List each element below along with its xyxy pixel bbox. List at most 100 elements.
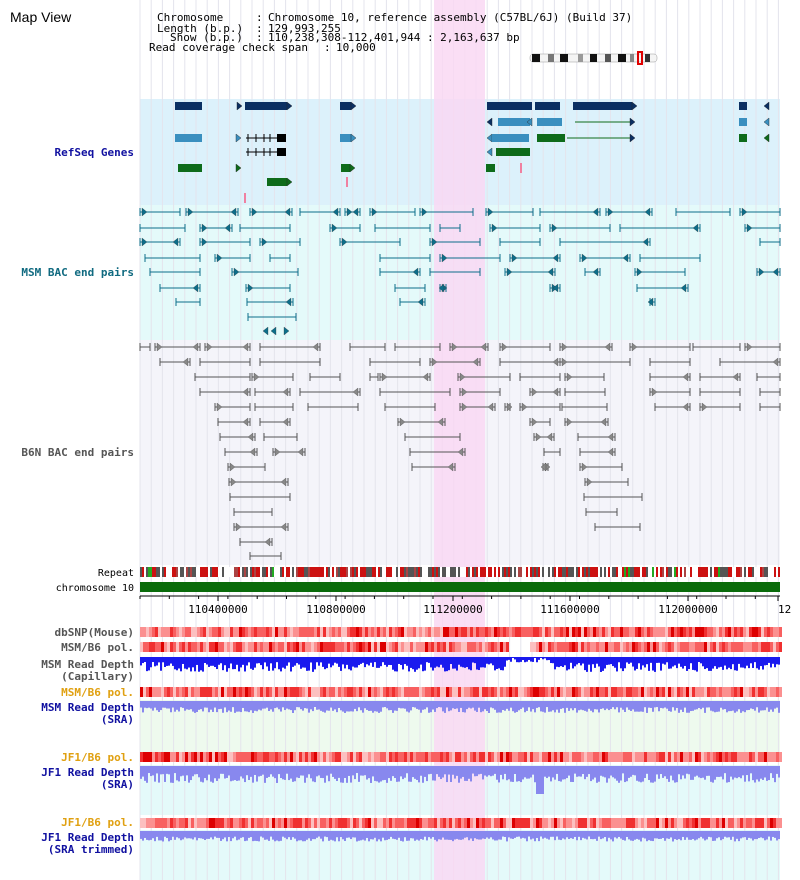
pair-arrow[interactable] — [417, 297, 424, 307]
pair-arrow[interactable] — [141, 207, 148, 217]
pair-arrow[interactable] — [547, 267, 554, 277]
pair-arrow[interactable] — [487, 402, 494, 412]
pair-arrow[interactable] — [206, 342, 213, 352]
gene-exon[interactable] — [739, 118, 747, 126]
pair-arrow[interactable] — [346, 207, 353, 217]
pair-arrow[interactable] — [341, 237, 348, 247]
gene-exon[interactable] — [277, 148, 286, 156]
pair-arrow[interactable] — [561, 357, 568, 367]
pair-arrow[interactable] — [457, 447, 464, 457]
pair-arrow[interactable] — [224, 223, 231, 233]
pair-arrow[interactable] — [352, 387, 359, 397]
pair-arrow[interactable] — [201, 237, 208, 247]
pair-arrow[interactable] — [692, 223, 699, 233]
pair-arrow[interactable] — [746, 342, 753, 352]
gene-arrow[interactable] — [631, 101, 638, 111]
pair-arrow[interactable] — [644, 207, 651, 217]
pair-arrow[interactable] — [192, 283, 199, 293]
pair-arrow[interactable] — [566, 372, 573, 382]
pair-arrow[interactable] — [399, 417, 406, 427]
pair-arrow[interactable] — [262, 326, 269, 336]
pair-arrow[interactable] — [592, 207, 599, 217]
gene-arrow[interactable] — [349, 163, 356, 173]
pair-arrow[interactable] — [487, 207, 494, 217]
gene-arrow[interactable] — [235, 163, 242, 173]
pair-arrow[interactable] — [451, 342, 458, 352]
pair-arrow[interactable] — [247, 283, 254, 293]
gene-exon[interactable] — [537, 118, 562, 126]
pair-arrow[interactable] — [607, 432, 614, 442]
pair-arrow[interactable] — [201, 223, 208, 233]
pair-arrow[interactable] — [282, 387, 289, 397]
gene-exon[interactable] — [178, 164, 202, 172]
pair-arrow[interactable] — [647, 297, 654, 307]
pair-arrow[interactable] — [280, 522, 287, 532]
pair-arrow[interactable] — [233, 267, 240, 277]
gene-arrow[interactable] — [629, 133, 636, 143]
chromosome-ideogram[interactable] — [529, 51, 658, 65]
pair-arrow[interactable] — [607, 207, 614, 217]
pair-arrow[interactable] — [437, 417, 444, 427]
pair-arrow[interactable] — [441, 253, 448, 263]
gene-exon[interactable] — [487, 102, 532, 110]
pair-arrow[interactable] — [636, 267, 643, 277]
pair-arrow[interactable] — [431, 357, 438, 367]
pair-arrow[interactable] — [235, 522, 242, 532]
pair-arrow[interactable] — [371, 207, 378, 217]
b6n-bac-track[interactable] — [139, 342, 781, 560]
pair-arrow[interactable] — [242, 417, 249, 427]
gene-exon[interactable] — [267, 178, 287, 186]
pair-arrow[interactable] — [506, 267, 513, 277]
pair-arrow[interactable] — [604, 342, 611, 352]
pair-arrow[interactable] — [274, 447, 281, 457]
pair-arrow[interactable] — [187, 207, 194, 217]
gene-exon[interactable] — [496, 148, 530, 156]
pair-arrow[interactable] — [552, 387, 559, 397]
pair-arrow[interactable] — [141, 237, 148, 247]
gene-marker[interactable] — [520, 163, 522, 173]
pair-arrow[interactable] — [229, 462, 236, 472]
pair-arrow[interactable] — [332, 207, 339, 217]
gene-arrow[interactable] — [350, 101, 357, 111]
pair-arrow[interactable] — [192, 342, 199, 352]
pair-arrow[interactable] — [284, 207, 291, 217]
pair-arrow[interactable] — [216, 402, 223, 412]
pair-arrow[interactable] — [551, 223, 558, 233]
pair-arrow[interactable] — [230, 477, 237, 487]
gene-arrow[interactable] — [350, 133, 357, 143]
pair-arrow[interactable] — [561, 342, 568, 352]
pair-arrow[interactable] — [253, 372, 260, 382]
pair-arrow[interactable] — [772, 267, 779, 277]
pair-arrow[interactable] — [297, 447, 304, 457]
ideogram-current-region[interactable] — [637, 51, 643, 65]
pair-arrow[interactable] — [421, 207, 428, 217]
pair-arrow[interactable] — [592, 267, 599, 277]
pair-arrow[interactable] — [283, 326, 290, 336]
gene-exon[interactable] — [175, 102, 202, 110]
pair-arrow[interactable] — [680, 283, 687, 293]
gene-arrow[interactable] — [486, 117, 493, 127]
gene-arrow[interactable] — [235, 133, 242, 143]
pair-arrow[interactable] — [270, 326, 277, 336]
pair-arrow[interactable] — [230, 207, 237, 217]
pair-arrow[interactable] — [312, 342, 319, 352]
pair-arrow[interactable] — [540, 462, 547, 472]
gene-exon[interactable] — [498, 118, 530, 126]
pair-arrow[interactable] — [422, 372, 429, 382]
pair-arrow[interactable] — [431, 237, 438, 247]
pair-arrow[interactable] — [172, 237, 179, 247]
pair-arrow[interactable] — [521, 402, 528, 412]
pair-arrow[interactable] — [459, 372, 466, 382]
pair-arrow[interactable] — [642, 237, 649, 247]
pair-arrow[interactable] — [264, 537, 271, 547]
refseq-genes-label[interactable]: RefSeq Genes — [55, 146, 134, 159]
pair-arrow[interactable] — [249, 447, 256, 457]
pair-arrow[interactable] — [531, 387, 538, 397]
gene-exon[interactable] — [535, 102, 560, 110]
pair-arrow[interactable] — [480, 342, 487, 352]
pair-arrow[interactable] — [552, 357, 559, 367]
gene-exon[interactable] — [340, 134, 351, 142]
pair-arrow[interactable] — [682, 402, 689, 412]
pair-arrow[interactable] — [701, 402, 708, 412]
pair-arrow[interactable] — [586, 477, 593, 487]
